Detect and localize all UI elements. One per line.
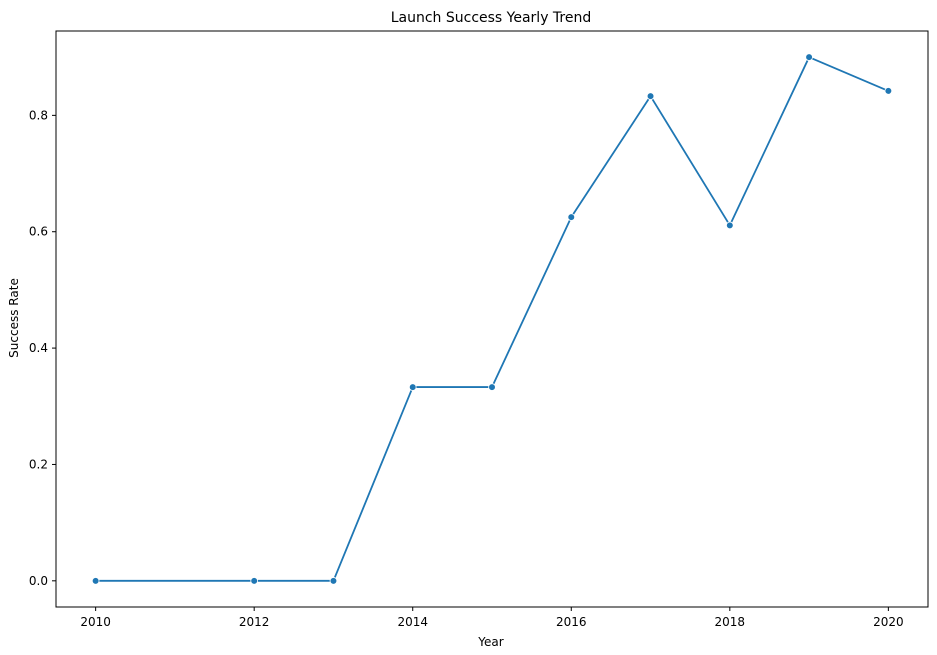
x-tick-label: 2016 [556, 615, 587, 629]
data-point [884, 87, 893, 95]
y-axis-label: Success Rate [7, 278, 21, 358]
data-point [488, 383, 496, 391]
plot-frame [55, 30, 929, 608]
x-axis-label: Year [477, 635, 503, 649]
x-tick-label: 2012 [239, 615, 270, 629]
plot-area: 2010 2012 2014 2016 2018 2020 0.0 0.2 0.4 0.6 0.8 [29, 30, 929, 629]
data-point [567, 213, 576, 221]
data-point [250, 577, 258, 585]
data-point [91, 577, 100, 585]
data-point [805, 53, 813, 61]
data-point [646, 92, 655, 100]
data-point [726, 221, 734, 230]
y-tick-label: 0.0 [29, 574, 48, 588]
x-tick-label: 2020 [873, 615, 904, 629]
y-tick-label: 0.8 [29, 108, 48, 122]
data-point [329, 577, 338, 585]
series-line [95, 56, 889, 582]
y-tick-label: 0.4 [29, 341, 48, 355]
chart-title: Launch Success Yearly Trend [391, 10, 592, 26]
x-tick-label: 2018 [715, 615, 746, 629]
data-point [408, 383, 417, 391]
x-tick-label: 2010 [80, 615, 111, 629]
x-tick-label: 2014 [397, 615, 428, 629]
y-tick-label: 0.2 [29, 457, 48, 471]
y-tick-label: 0.6 [29, 225, 48, 239]
